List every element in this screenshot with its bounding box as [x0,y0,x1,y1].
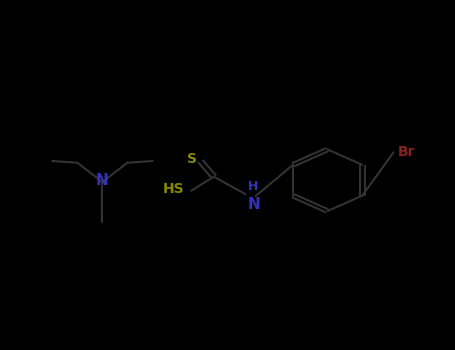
Text: S: S [187,152,197,166]
Text: H: H [248,180,258,193]
Text: N: N [248,197,261,212]
Text: HS: HS [162,182,184,196]
Text: N: N [96,173,109,188]
Text: Br: Br [398,145,415,159]
